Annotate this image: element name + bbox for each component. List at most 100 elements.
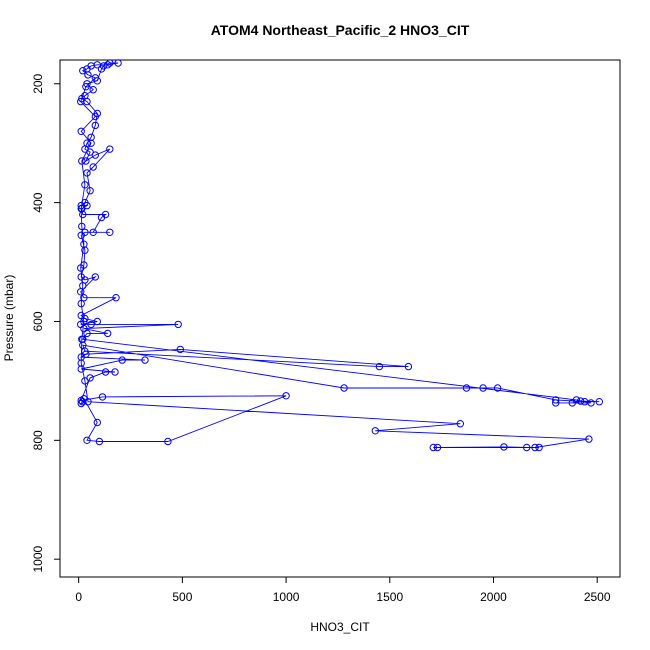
data-point bbox=[118, 356, 126, 364]
data-point bbox=[282, 392, 290, 400]
data-point bbox=[98, 393, 107, 401]
data-point bbox=[80, 240, 88, 248]
data-point bbox=[77, 273, 85, 281]
data-point bbox=[523, 443, 531, 452]
data-point bbox=[80, 317, 88, 326]
data-point bbox=[87, 139, 95, 147]
data-point bbox=[101, 210, 110, 219]
x-axis-label: HNO3_CIT bbox=[310, 620, 370, 634]
data-point bbox=[493, 384, 502, 392]
data-point bbox=[84, 398, 92, 406]
y-tick-label: 600 bbox=[31, 311, 45, 331]
x-tick-label: 0 bbox=[75, 590, 82, 604]
data-point bbox=[87, 320, 95, 329]
data-point bbox=[79, 282, 87, 290]
data-point bbox=[104, 329, 112, 338]
data-point bbox=[585, 435, 593, 443]
data-point bbox=[112, 294, 120, 302]
data-point bbox=[77, 127, 85, 136]
data-point bbox=[479, 384, 487, 392]
y-axis: 200 400 600 800 1000 bbox=[31, 73, 61, 573]
data-point bbox=[82, 157, 90, 165]
x-tick-label: 500 bbox=[172, 590, 192, 604]
data-point bbox=[91, 121, 100, 130]
data-point bbox=[82, 350, 90, 358]
y-tick-label: 400 bbox=[31, 192, 45, 212]
data-point bbox=[89, 163, 97, 171]
y-tick-label: 800 bbox=[31, 430, 45, 450]
data-point bbox=[83, 139, 91, 147]
data-point bbox=[433, 443, 442, 452]
y-axis-label: Pressure (mbar) bbox=[2, 275, 16, 362]
x-axis: 0 500 1000 1500 2000 2500 bbox=[75, 576, 611, 604]
x-tick-label: 2500 bbox=[584, 590, 611, 604]
data-point bbox=[78, 157, 86, 165]
data-point bbox=[500, 443, 508, 451]
data-point bbox=[371, 427, 379, 435]
data-point bbox=[174, 320, 182, 329]
data-point bbox=[106, 145, 114, 153]
data-point bbox=[375, 362, 384, 371]
data-point bbox=[89, 86, 97, 94]
data-point bbox=[91, 112, 100, 121]
data-point bbox=[86, 187, 94, 195]
data-point bbox=[78, 335, 86, 343]
data-point bbox=[83, 169, 91, 177]
series-layer bbox=[77, 59, 603, 452]
data-point bbox=[81, 181, 89, 189]
data-point bbox=[552, 399, 560, 407]
y-tick-label: 200 bbox=[31, 73, 45, 93]
data-point bbox=[531, 443, 539, 452]
x-tick-label: 2000 bbox=[480, 590, 507, 604]
data-point bbox=[164, 437, 172, 446]
data-point bbox=[111, 368, 119, 376]
data-point bbox=[77, 204, 85, 213]
data-point bbox=[93, 317, 102, 326]
data-point bbox=[81, 377, 89, 385]
data-point bbox=[93, 418, 102, 427]
data-point bbox=[101, 368, 110, 376]
data-point bbox=[80, 294, 88, 302]
data-point bbox=[552, 396, 560, 404]
data-point bbox=[462, 384, 471, 392]
data-point bbox=[82, 83, 90, 91]
data-point bbox=[587, 399, 595, 407]
data-point bbox=[77, 264, 85, 272]
data-point bbox=[77, 97, 85, 106]
data-point bbox=[104, 61, 112, 69]
data-point bbox=[595, 398, 603, 406]
data-point bbox=[91, 74, 100, 82]
data-point bbox=[84, 71, 92, 79]
x-tick-label: 1500 bbox=[376, 590, 403, 604]
data-point bbox=[77, 365, 85, 373]
data-point bbox=[106, 59, 114, 67]
data-point bbox=[81, 92, 89, 100]
data-point bbox=[141, 356, 149, 364]
data-point bbox=[77, 311, 85, 320]
data-point bbox=[79, 67, 87, 75]
y-tick-label: 1000 bbox=[31, 546, 45, 573]
data-point bbox=[87, 133, 95, 142]
data-point bbox=[340, 384, 348, 392]
data-point bbox=[95, 437, 104, 446]
data-point bbox=[429, 443, 437, 452]
data-point bbox=[77, 396, 85, 405]
data-point bbox=[572, 396, 581, 404]
data-point bbox=[77, 359, 85, 367]
data-point bbox=[77, 299, 85, 308]
data-point bbox=[89, 228, 97, 237]
data-point bbox=[114, 59, 122, 67]
data-point bbox=[81, 228, 89, 237]
chart-title: ATOM4 Northeast_Pacific_2 HNO3_CIT bbox=[211, 22, 470, 38]
data-point bbox=[576, 397, 585, 405]
data-point bbox=[91, 273, 100, 281]
data-point bbox=[81, 198, 89, 207]
data-point bbox=[83, 436, 91, 444]
data-point bbox=[535, 443, 543, 452]
data-point bbox=[456, 420, 464, 428]
data-point bbox=[404, 362, 413, 371]
data-point bbox=[176, 345, 185, 354]
data-point bbox=[78, 222, 86, 231]
